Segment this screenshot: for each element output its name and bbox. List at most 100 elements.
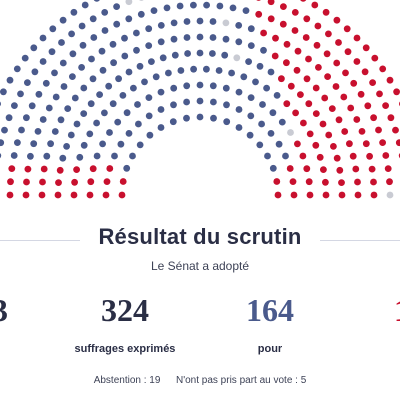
seat-blue (51, 128, 59, 135)
seat-red (55, 179, 62, 187)
seat-blue (273, 92, 281, 99)
seat-red (344, 48, 352, 56)
seat-blue (59, 16, 67, 24)
seat-red (271, 52, 279, 60)
seat-blue (80, 141, 88, 149)
seat-blue (109, 40, 117, 48)
seat-blue (210, 114, 217, 122)
seat-blue (10, 152, 18, 159)
seat-blue (183, 18, 191, 25)
seat-red (89, 165, 97, 173)
seat-blue (148, 58, 155, 65)
seat-red (313, 41, 321, 49)
seat-blue (163, 4, 171, 12)
seat-red (324, 73, 331, 80)
seat-red (312, 110, 320, 117)
seat-blue (89, 75, 97, 83)
seat-red (7, 178, 14, 186)
seat-blue (157, 106, 165, 113)
seat-red (352, 165, 360, 173)
seat-red (376, 90, 383, 98)
seat-blue (209, 50, 216, 57)
seat-red (387, 114, 395, 122)
seat-red (255, 10, 263, 18)
seat-blue (183, 114, 190, 122)
seat-red (340, 93, 348, 101)
seat-blue (93, 0, 100, 2)
seat-blue (133, 29, 140, 37)
seat-red (322, 178, 329, 186)
seat-red (386, 178, 393, 186)
seat-red (370, 114, 377, 122)
seat-red (369, 79, 376, 86)
seat-red (354, 191, 362, 199)
seat-red (256, 0, 261, 1)
seat-red (300, 0, 307, 2)
seat-red (330, 143, 337, 150)
seat-blue (223, 118, 231, 126)
seat-blue (221, 51, 229, 59)
seat-red (325, 131, 333, 139)
seat-blue (190, 1, 197, 9)
seat-blue (264, 152, 271, 160)
seat-red (312, 84, 320, 92)
seat-blue (105, 82, 113, 90)
seat-blue (64, 105, 72, 112)
seat-blue (263, 84, 270, 92)
seat-blue (59, 59, 67, 67)
seat-blue (42, 79, 50, 87)
seat-red (86, 191, 94, 199)
seat-blue (115, 75, 122, 83)
seat-blue (18, 126, 25, 134)
seat-red (103, 178, 111, 186)
seat-blue (246, 131, 254, 139)
seat-red (54, 191, 62, 199)
seat-blue (196, 81, 204, 89)
seat-blue (24, 79, 31, 86)
seat-red (382, 152, 390, 159)
seat-red (23, 178, 30, 186)
seat-blue (136, 141, 144, 149)
seat-red (353, 116, 361, 123)
divider-right (320, 240, 400, 241)
seat-blue (170, 35, 178, 43)
seat-blue (256, 62, 264, 70)
seat-blue (93, 119, 100, 127)
seat-red (350, 79, 358, 87)
seat-blue (130, 84, 137, 92)
seat-blue (67, 131, 75, 139)
seat-red (322, 8, 330, 16)
stat-right-partial-value: 1 (390, 292, 400, 329)
seat-red (297, 91, 304, 98)
seat-blue (21, 54, 29, 62)
seat-red (328, 105, 336, 112)
seat-blue (169, 118, 177, 126)
seat-blue (96, 91, 103, 98)
seat-blue (145, 112, 153, 120)
seat-red (370, 191, 378, 199)
seat-red (56, 166, 64, 174)
seat-blue (49, 25, 57, 33)
seat-red (303, 15, 311, 23)
seat-red (293, 66, 301, 74)
seat-red (38, 191, 46, 199)
seat-red (314, 22, 322, 30)
seat-blue (129, 152, 136, 160)
seat-blue (196, 97, 204, 105)
seat-blue (223, 101, 230, 109)
seat-blue (196, 17, 204, 25)
seat-red (382, 102, 389, 109)
seat-blue (90, 34, 98, 41)
seat-blue (113, 3, 120, 10)
seat-blue (209, 18, 217, 25)
npp-value: 5 (300, 375, 307, 386)
seat-blue (58, 39, 65, 46)
seat-blue (150, 7, 158, 14)
seat-red (73, 166, 80, 174)
seat-red (375, 126, 382, 134)
seat-blue (70, 8, 78, 16)
seat-red (267, 15, 275, 23)
seat-red (335, 116, 343, 124)
seat-blue (235, 124, 243, 131)
hemicycle-chart (0, 0, 400, 199)
